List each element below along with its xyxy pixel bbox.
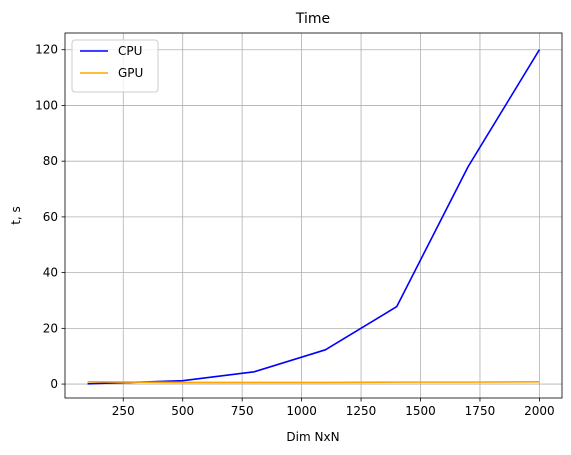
x-tick-label: 750 xyxy=(231,404,254,418)
y-axis-ticks: 0 20 40 60 80 100 120 xyxy=(35,43,65,391)
plot-area-frame xyxy=(64,32,563,399)
x-tick-label: 1750 xyxy=(465,404,496,418)
legend-box xyxy=(71,39,159,93)
y-tick-label: 40 xyxy=(43,266,58,280)
series-line-gpu xyxy=(87,381,540,384)
x-tick-label: 1500 xyxy=(405,404,436,418)
chart-title: Time xyxy=(295,11,330,27)
y-tick-label: 100 xyxy=(35,98,58,112)
x-tick-label: 1250 xyxy=(346,404,377,418)
x-axis-ticks: 250 500 750 1000 1250 1500 1750 2000 xyxy=(112,398,555,418)
legend-label-cpu: CPU xyxy=(118,44,142,58)
x-tick-label: 250 xyxy=(112,404,135,418)
y-tick-label: 60 xyxy=(43,210,58,224)
series-line-cpu xyxy=(87,49,541,385)
legend: CPU GPU xyxy=(71,39,159,93)
x-tick-label: 500 xyxy=(171,404,194,418)
y-tick-label: 80 xyxy=(43,154,58,168)
x-tick-label: 1000 xyxy=(286,404,317,418)
x-axis-label: Dim NxN xyxy=(286,430,339,444)
y-axis-label: t, s xyxy=(9,206,23,225)
series-lines xyxy=(87,49,541,385)
grid xyxy=(65,33,562,398)
x-tick-label: 2000 xyxy=(524,404,555,418)
y-tick-label: 0 xyxy=(50,377,58,391)
y-tick-label: 120 xyxy=(35,43,58,57)
legend-label-gpu: GPU xyxy=(118,66,143,80)
y-tick-label: 20 xyxy=(43,321,58,335)
